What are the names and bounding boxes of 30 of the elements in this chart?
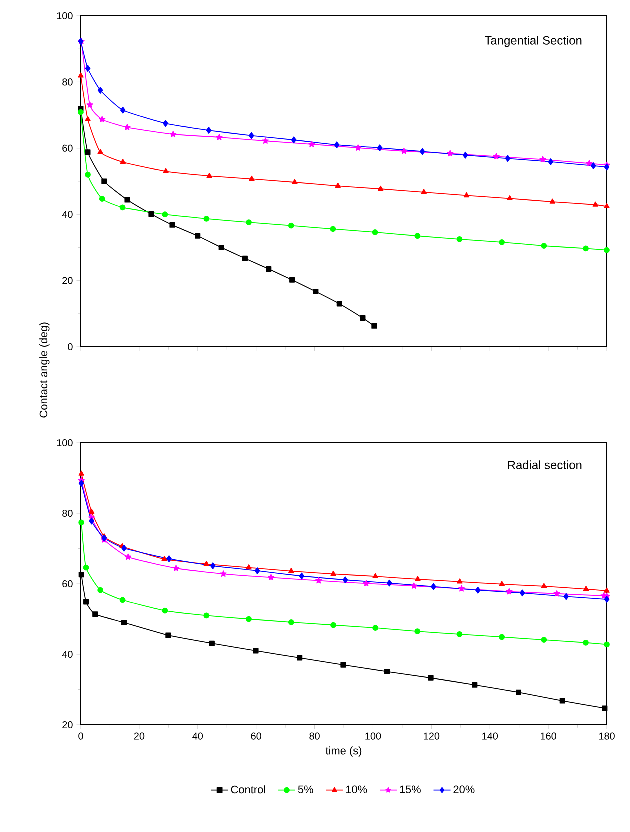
legend-label: 15% <box>400 786 421 794</box>
y-tick-label: 100 <box>57 439 73 447</box>
x-tick-label: 100 <box>366 732 382 740</box>
legend-label: 10% <box>346 786 368 794</box>
legend-label: 20% <box>454 786 475 794</box>
y-tick-label: 20 <box>62 721 73 729</box>
annotation: Tangential Section <box>485 36 582 48</box>
annotation: Radial section <box>508 460 582 470</box>
y-tick-label: 80 <box>62 510 73 518</box>
legend-label: Control <box>231 786 266 794</box>
x-tick-label: 60 <box>251 732 262 740</box>
y-tick-label: 60 <box>62 144 73 152</box>
x-tick-label: 80 <box>310 732 320 740</box>
y-axis-title: Contact angle (deg) <box>40 322 50 418</box>
x-tick-label: 20 <box>134 732 145 740</box>
y-tick-label: 80 <box>62 78 73 86</box>
y-tick-label: 0 <box>68 343 73 351</box>
y-tick-label: 40 <box>62 211 73 218</box>
x-tick-label: 120 <box>424 732 440 740</box>
x-tick-label: 160 <box>541 732 556 740</box>
x-tick-label: 0 <box>78 732 84 740</box>
x-tick-label: 40 <box>192 732 204 740</box>
x-tick-label: 140 <box>482 732 498 740</box>
x-tick-label: 180 <box>599 732 615 740</box>
y-tick-label: 20 <box>62 277 73 284</box>
y-tick-label: 100 <box>57 12 73 20</box>
legend-label: 5% <box>298 786 314 794</box>
y-tick-label: 60 <box>62 580 73 588</box>
y-tick-label: 40 <box>62 650 73 658</box>
x-axis-title: time (s) <box>326 746 362 757</box>
